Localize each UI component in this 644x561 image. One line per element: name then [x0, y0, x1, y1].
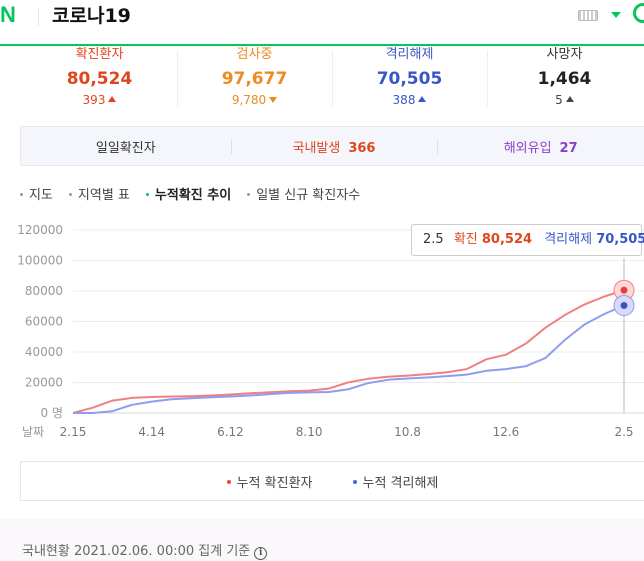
dropdown-caret-icon[interactable]: [611, 12, 621, 18]
tab-region-table[interactable]: 지역별 표: [68, 184, 130, 204]
arrow-up-icon: [418, 96, 427, 102]
stat-delta: 388: [392, 93, 416, 107]
naver-logo[interactable]: N: [0, 2, 16, 27]
stat-confirmed: 확진환자 80,524 393: [22, 46, 177, 112]
search-circle-icon[interactable]: [633, 3, 644, 23]
chart-legend: 누적 확진환자 누적 격리해제: [20, 461, 644, 501]
stat-released: 격리해제 70,505 388: [332, 46, 487, 112]
domestic-value: 366: [348, 140, 376, 156]
stat-delta: 5: [555, 93, 563, 107]
arrow-up-icon: [565, 96, 574, 102]
bullet-icon: [145, 193, 149, 196]
tab-label: 지역별 표: [77, 188, 130, 203]
tooltip-confirmed-value: 80,524: [481, 232, 533, 247]
tooltip-confirmed-label: 확진: [453, 232, 478, 247]
x-tick-label: 6.12: [217, 425, 244, 439]
tab-map[interactable]: 지도: [20, 184, 53, 204]
tab-label: 일별 신규 확진자수: [256, 188, 361, 203]
series-line-released: [73, 304, 625, 414]
tab-label: 누적확진 추이: [154, 188, 232, 203]
top-header: N 코로나19: [0, 0, 644, 46]
y-tick-label: 0 명: [41, 406, 64, 420]
x-tick-label: 12.6: [493, 425, 520, 439]
chart-tooltip: 2.5 확진 80,524 격리해제 70,505: [411, 224, 644, 256]
stat-testing: 검사중 97,677 9,780: [177, 46, 332, 112]
daily-title: 일일확진자: [95, 140, 156, 156]
stats-summary: 확진환자 80,524 393 검사중 97,677 9,780 격리해제 70…: [22, 46, 644, 112]
footer-timestamp: 국내현황 2021.02.06. 00:00 집계 기준 i: [22, 540, 268, 560]
info-icon[interactable]: i: [254, 547, 268, 560]
arrow-down-icon: [269, 97, 278, 103]
header-divider: [38, 8, 39, 26]
stat-value: 97,677: [221, 69, 288, 89]
x-tick-label: 2.5: [614, 425, 633, 439]
tab-daily-new[interactable]: 일별 신규 확진자수: [247, 184, 360, 204]
bullet-icon: [247, 193, 251, 196]
series-line-confirmed: [72, 289, 625, 414]
stat-value: 80,524: [66, 69, 133, 89]
y-tick-label: 100000: [17, 254, 63, 268]
tooltip-released-value: 70,505: [596, 232, 644, 247]
y-tick-label: 40000: [25, 345, 63, 359]
x-tick-label: 10.8: [394, 425, 421, 439]
released-marker: [620, 301, 628, 309]
x-axis-label: 날짜: [22, 425, 44, 439]
stat-delta-row: 393: [22, 92, 177, 108]
overseas-label: 해외유입: [503, 140, 552, 156]
stat-label: 격리해제: [385, 47, 434, 62]
tooltip-date: 2.5: [423, 232, 444, 247]
stat-label: 검사중: [236, 47, 273, 62]
domestic-label: 국내발생: [292, 140, 341, 156]
stat-delta: 393: [82, 93, 106, 107]
daily-domestic: 국내발생 366: [230, 137, 438, 156]
stat-value: 70,505: [376, 69, 443, 89]
legend-dot-icon: [352, 479, 357, 484]
stat-deaths: 사망자 1,464 5: [487, 46, 642, 112]
view-tabs: 지도 지역별 표 누적확진 추이 일별 신규 확진자수: [20, 184, 376, 204]
x-tick-label: 8.10: [296, 425, 323, 439]
y-tick-label: 60000: [25, 315, 63, 329]
x-tick-label: 2.15: [60, 425, 87, 439]
overseas-value: 27: [559, 140, 578, 156]
stat-value: 1,464: [537, 69, 592, 89]
tab-cumulative-trend[interactable]: 누적확진 추이: [145, 184, 232, 204]
keyboard-icon[interactable]: [578, 10, 598, 21]
legend-dot-icon: [226, 479, 231, 484]
tooltip-confirmed: 확진 80,524: [454, 232, 532, 247]
tooltip-released-label: 격리해제: [544, 232, 593, 247]
footer-text: 국내현황 2021.02.06. 00:00 집계 기준: [22, 544, 251, 559]
page-title: 코로나19: [52, 5, 131, 27]
legend-confirmed[interactable]: 누적 확진환자: [226, 472, 313, 491]
footer: 국내현황 2021.02.06. 00:00 집계 기준 i: [0, 519, 644, 561]
stat-delta-row: 5: [487, 92, 642, 108]
y-tick-label: 20000: [25, 376, 63, 390]
stat-delta-row: 388: [332, 92, 487, 108]
y-tick-label: 120000: [17, 223, 63, 237]
legend-label: 누적 확진환자: [236, 475, 313, 491]
x-tick-label: 4.14: [138, 425, 165, 439]
confirmed-marker: [620, 286, 628, 294]
tooltip-released: 격리해제 70,505: [544, 232, 644, 247]
cumulative-line-chart: 0 명 20000 40000 60000 80000 100000 120000 날짜 2.1…: [17, 223, 644, 439]
stat-label: 확진환자: [75, 47, 124, 62]
daily-confirmed-box: 일일확진자 국내발생 366 해외유입 27: [20, 126, 644, 166]
arrow-up-icon: [108, 96, 117, 102]
stat-delta: 9,780: [231, 93, 267, 107]
y-tick-label: 80000: [25, 284, 63, 298]
bullet-icon: [20, 193, 23, 196]
tab-label: 지도: [29, 188, 53, 203]
legend-label: 누적 격리해제: [362, 475, 439, 491]
bullet-icon: [68, 193, 72, 196]
daily-overseas: 해외유입 27: [437, 137, 644, 156]
stat-label: 사망자: [546, 47, 583, 62]
legend-released[interactable]: 누적 격리해제: [352, 472, 439, 491]
stat-delta-row: 9,780: [177, 92, 332, 108]
